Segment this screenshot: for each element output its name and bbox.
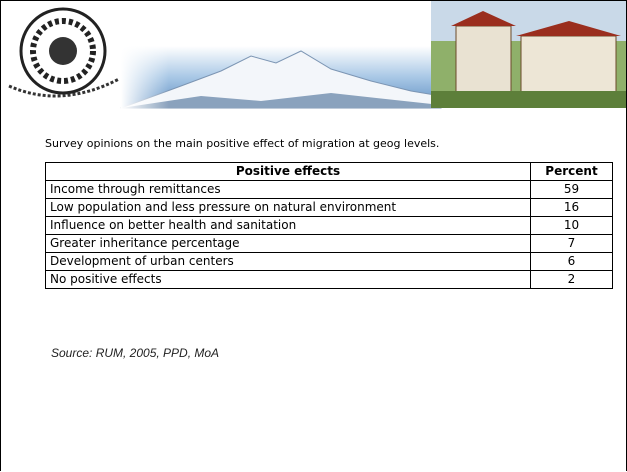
percent-cell: 59 (531, 181, 613, 199)
effect-cell: Influence on better health and sanitatio… (46, 217, 531, 235)
dzong (456, 26, 511, 96)
percent-cell: 2 (531, 271, 613, 289)
percent-cell: 7 (531, 235, 613, 253)
table-row: Influence on better health and sanitatio… (46, 217, 613, 235)
table-row: Low population and less pressure on natu… (46, 199, 613, 217)
table: Positive effects Percent Income through … (45, 162, 613, 289)
effect-cell: Development of urban centers (46, 253, 531, 271)
header-cell: Percent (531, 163, 613, 181)
slide: Survey opinions on the main positive eff… (0, 0, 627, 471)
source: Source: RUM, 2005, PPD, MoA (51, 346, 219, 360)
percent-cell: 6 (531, 253, 613, 271)
effect-cell: No positive effects (46, 271, 531, 289)
header-row: Positive effects Percent (46, 163, 613, 181)
dzong (521, 36, 616, 96)
percent-cell: 10 (531, 217, 613, 235)
banner (1, 1, 626, 111)
ground (431, 91, 626, 108)
percent-cell: 16 (531, 199, 613, 217)
effect-cell: Low population and less pressure on natu… (46, 199, 531, 217)
fade (121, 41, 441, 111)
effect-cell: Greater inheritance percentage (46, 235, 531, 253)
caption: Survey opinions on the main positive eff… (45, 137, 439, 150)
header-cell: Positive effects (46, 163, 531, 181)
emblem-core (49, 37, 77, 65)
effect-cell: Income through remittances (46, 181, 531, 199)
